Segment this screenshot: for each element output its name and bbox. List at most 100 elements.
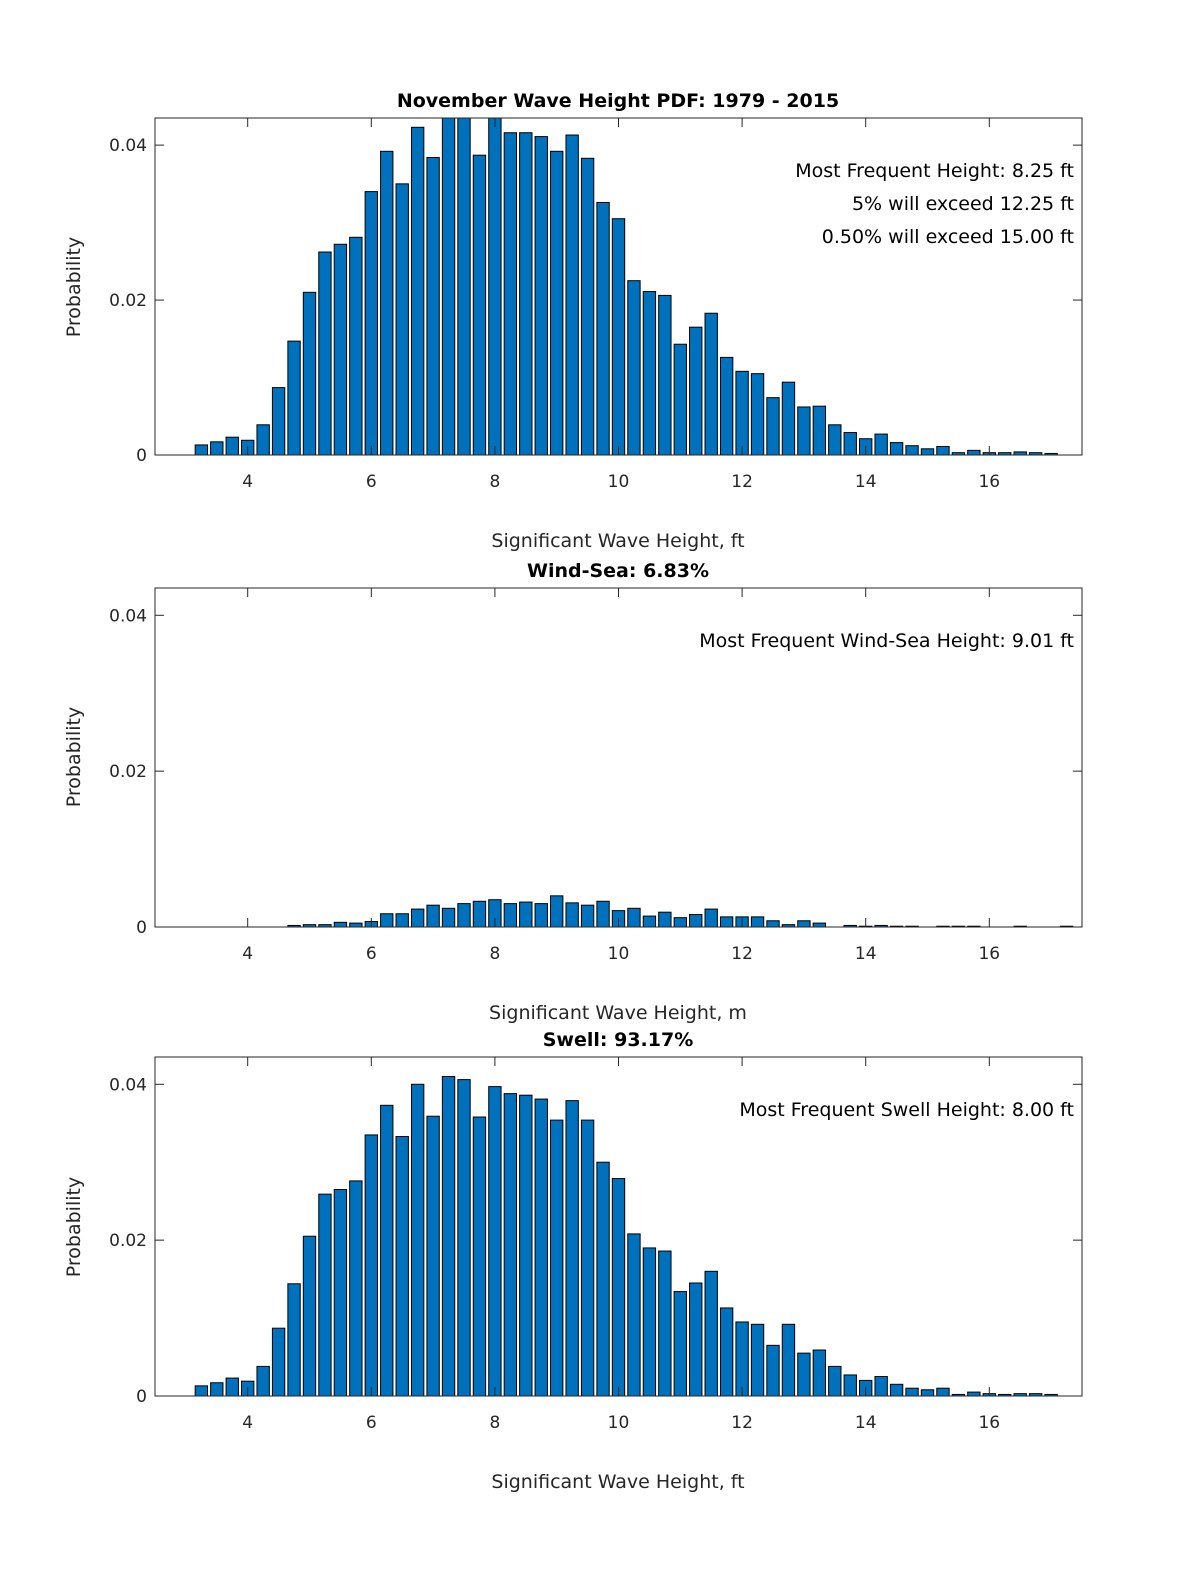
bar: [395, 1135, 409, 1397]
bar: [318, 1193, 332, 1397]
axes-box: [154, 587, 1083, 928]
x-tick-label: 6: [366, 472, 377, 492]
bar: [843, 432, 857, 456]
bar: [364, 1134, 378, 1397]
annotations: Most Frequent Height: 8.25 ft 5% will exc…: [795, 160, 1074, 248]
ticks: 4 6 8 10 12 14 16 0 0.02 0.04: [109, 588, 1082, 964]
bar: [426, 1115, 440, 1397]
bar: [534, 1098, 548, 1397]
bar: [210, 1382, 224, 1397]
x-tick-label: 4: [242, 944, 253, 964]
bar: [750, 1323, 765, 1397]
x-axis-label: Significant Wave Height, m: [489, 1002, 747, 1024]
bar: [472, 900, 487, 928]
bar: [534, 136, 548, 456]
bar: [457, 903, 471, 928]
axes-box: [154, 117, 1083, 456]
bar: [642, 915, 657, 928]
annotation-text: Most Frequent Wind-Sea Height: 9.01 ft: [699, 630, 1074, 652]
chart-title: Swell: 93.17%: [543, 1029, 694, 1051]
bar: [889, 1383, 904, 1397]
bar: [333, 921, 348, 928]
bar: [704, 1270, 718, 1397]
bar: [596, 201, 610, 456]
x-tick-label: 12: [731, 472, 753, 492]
y-tick-label: 0.04: [109, 136, 147, 156]
bar: [936, 1387, 950, 1397]
y-tick-label: 0.02: [109, 762, 147, 782]
bar: [519, 901, 533, 928]
x-axis-label: Significant Wave Height, ft: [491, 530, 744, 552]
bar: [318, 251, 332, 456]
bar: [457, 1079, 471, 1397]
ticks: 4 6 8 10 12 14 16 0 0.02 0.04: [109, 1057, 1082, 1433]
bar: [271, 387, 286, 456]
bar: [410, 1083, 425, 1397]
bar: [349, 922, 363, 928]
bar: [271, 1327, 286, 1397]
annotations: Most Frequent Wind-Sea Height: 9.01 ft: [699, 630, 1074, 652]
bar: [596, 900, 610, 928]
bar: [750, 916, 765, 928]
bar: [503, 132, 518, 456]
bar: [689, 914, 703, 928]
bar: [194, 1385, 209, 1397]
bar: [828, 1365, 842, 1397]
x-tick-label: 14: [855, 472, 877, 492]
bar: [225, 1377, 239, 1397]
bar: [828, 424, 842, 456]
x-tick-label: 12: [731, 1413, 753, 1433]
bar: [797, 406, 811, 456]
bar: [210, 441, 224, 456]
y-tick-label: 0.04: [109, 606, 147, 626]
bar: [627, 1233, 641, 1397]
bar: [874, 1376, 888, 1397]
y-tick-label: 0: [136, 918, 147, 938]
bar: [565, 902, 579, 928]
bar: [719, 356, 734, 456]
x-axis-label: Significant Wave Height, ft: [491, 1471, 744, 1493]
bar: [596, 1161, 610, 1397]
x-tick-label: 16: [978, 1413, 1000, 1433]
bar: [380, 913, 394, 928]
bar: [627, 280, 641, 456]
x-tick-label: 4: [242, 1413, 253, 1433]
bar: [256, 1365, 270, 1397]
bar: [611, 218, 626, 456]
bar: [843, 1374, 857, 1397]
bar: [658, 1250, 672, 1397]
bar: [472, 1116, 487, 1397]
bar: [302, 1235, 317, 1397]
bar: [797, 920, 811, 928]
bar: [936, 445, 950, 456]
chart-title: November Wave Height PDF: 1979 - 2015: [397, 90, 839, 112]
y-axis-label: Probability: [63, 707, 85, 807]
bar: [689, 326, 703, 456]
bar: [488, 117, 502, 456]
x-tick-label: 16: [978, 944, 1000, 964]
x-tick-label: 6: [366, 944, 377, 964]
bar: [349, 1180, 363, 1397]
bar: [735, 370, 749, 456]
x-tick-label: 8: [489, 1413, 500, 1433]
x-tick-label: 4: [242, 472, 253, 492]
panel-wind-sea: Wind-Sea: 6.83% 4 6 8 10 12 14 16 0 0.02 0.04 Mos…: [63, 560, 1083, 1024]
bar: [797, 1352, 811, 1397]
x-tick-label: 12: [731, 944, 753, 964]
bar: [349, 236, 363, 456]
bar: [395, 183, 409, 456]
bar: [874, 433, 888, 456]
panel-total: November Wave Height PDF: 1979 - 2015 4 6…: [63, 90, 1083, 552]
x-tick-label: 8: [489, 472, 500, 492]
bar: [704, 312, 718, 456]
bar: [812, 405, 827, 456]
bar: [503, 1093, 518, 1397]
bar: [920, 448, 935, 456]
bar: [225, 436, 239, 456]
panel-swell: Swell: 93.17% 4 6 8 10 12 14 16 0 0.02 0.04 Most …: [63, 1029, 1083, 1493]
bar: [287, 340, 301, 456]
bar: [673, 1291, 687, 1397]
bar: [395, 913, 409, 928]
y-tick-label: 0: [136, 1387, 147, 1407]
